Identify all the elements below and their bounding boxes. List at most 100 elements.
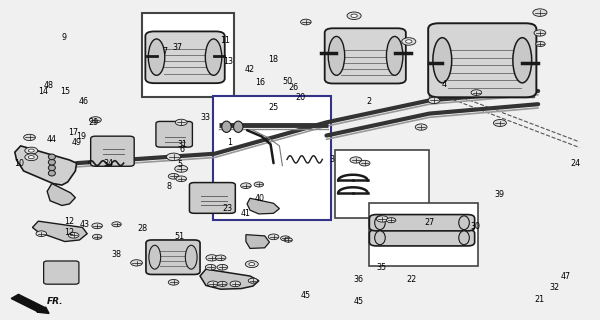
FancyArrow shape bbox=[11, 294, 49, 313]
Ellipse shape bbox=[433, 38, 452, 83]
Text: 39: 39 bbox=[495, 190, 505, 199]
Circle shape bbox=[351, 14, 357, 17]
Circle shape bbox=[248, 278, 257, 283]
Circle shape bbox=[230, 281, 241, 287]
Circle shape bbox=[28, 149, 34, 152]
Ellipse shape bbox=[513, 38, 532, 83]
Polygon shape bbox=[246, 235, 269, 248]
Text: 44: 44 bbox=[46, 135, 56, 144]
Circle shape bbox=[534, 30, 546, 36]
Circle shape bbox=[89, 117, 101, 123]
FancyBboxPatch shape bbox=[190, 183, 235, 213]
FancyBboxPatch shape bbox=[44, 261, 79, 284]
Ellipse shape bbox=[149, 245, 161, 269]
Text: 28: 28 bbox=[137, 225, 148, 234]
Circle shape bbox=[206, 255, 218, 261]
Text: 45: 45 bbox=[354, 297, 364, 306]
Text: 29: 29 bbox=[88, 118, 98, 127]
Circle shape bbox=[23, 134, 35, 140]
Bar bbox=[213, 96, 331, 220]
Circle shape bbox=[406, 40, 412, 43]
Text: 20: 20 bbox=[296, 93, 305, 102]
Circle shape bbox=[28, 156, 34, 159]
Text: 24: 24 bbox=[570, 159, 580, 168]
Text: 8: 8 bbox=[167, 182, 172, 191]
Text: 37: 37 bbox=[173, 43, 183, 52]
Text: 3: 3 bbox=[330, 156, 335, 164]
Circle shape bbox=[131, 260, 142, 266]
Circle shape bbox=[359, 160, 370, 166]
Text: 7: 7 bbox=[162, 47, 167, 56]
Circle shape bbox=[175, 165, 188, 172]
Text: 38: 38 bbox=[112, 250, 122, 259]
Circle shape bbox=[92, 223, 103, 229]
Polygon shape bbox=[15, 146, 77, 185]
Circle shape bbox=[168, 279, 179, 285]
FancyBboxPatch shape bbox=[325, 28, 406, 84]
Circle shape bbox=[167, 153, 181, 161]
Ellipse shape bbox=[459, 231, 469, 245]
Circle shape bbox=[254, 182, 263, 187]
Text: 11: 11 bbox=[220, 36, 230, 45]
Ellipse shape bbox=[49, 165, 55, 171]
Polygon shape bbox=[200, 269, 259, 289]
Ellipse shape bbox=[374, 216, 385, 230]
Text: 30: 30 bbox=[470, 222, 480, 231]
Text: 2: 2 bbox=[367, 98, 372, 107]
Circle shape bbox=[376, 216, 388, 222]
Text: 10: 10 bbox=[14, 159, 24, 168]
Circle shape bbox=[493, 120, 506, 126]
Circle shape bbox=[208, 281, 218, 287]
Circle shape bbox=[36, 231, 47, 236]
FancyBboxPatch shape bbox=[370, 215, 475, 231]
Text: 21: 21 bbox=[535, 295, 545, 304]
Text: 14: 14 bbox=[38, 87, 48, 96]
Text: 12: 12 bbox=[64, 217, 74, 226]
Circle shape bbox=[68, 232, 79, 238]
Circle shape bbox=[25, 154, 38, 161]
FancyBboxPatch shape bbox=[145, 31, 225, 83]
Ellipse shape bbox=[49, 154, 55, 160]
Text: 9: 9 bbox=[61, 33, 66, 42]
Circle shape bbox=[245, 261, 258, 268]
Ellipse shape bbox=[49, 170, 55, 176]
Text: 5: 5 bbox=[177, 160, 182, 169]
Circle shape bbox=[415, 124, 427, 130]
Text: 12: 12 bbox=[64, 228, 74, 236]
Text: FR.: FR. bbox=[47, 297, 64, 306]
Text: 22: 22 bbox=[407, 275, 417, 284]
Circle shape bbox=[249, 263, 254, 266]
Circle shape bbox=[533, 9, 547, 16]
Circle shape bbox=[175, 119, 187, 125]
Bar bbox=[370, 203, 478, 266]
Circle shape bbox=[268, 234, 279, 240]
FancyBboxPatch shape bbox=[370, 230, 475, 246]
Circle shape bbox=[428, 97, 440, 104]
Text: 16: 16 bbox=[255, 78, 265, 87]
Text: 41: 41 bbox=[241, 209, 250, 218]
FancyBboxPatch shape bbox=[146, 240, 200, 275]
Circle shape bbox=[471, 90, 482, 95]
Text: 17: 17 bbox=[68, 128, 79, 137]
Text: 42: 42 bbox=[245, 65, 255, 74]
Text: 32: 32 bbox=[549, 283, 559, 292]
Circle shape bbox=[386, 218, 396, 223]
Ellipse shape bbox=[233, 121, 243, 132]
Circle shape bbox=[284, 238, 292, 242]
Ellipse shape bbox=[148, 39, 165, 75]
Text: 35: 35 bbox=[376, 263, 386, 272]
Text: 1: 1 bbox=[227, 138, 232, 147]
Circle shape bbox=[112, 222, 121, 227]
Polygon shape bbox=[47, 183, 76, 205]
Text: 19: 19 bbox=[76, 132, 86, 141]
Text: 48: 48 bbox=[44, 81, 54, 90]
Text: 6: 6 bbox=[180, 145, 185, 154]
Ellipse shape bbox=[374, 231, 385, 245]
Circle shape bbox=[215, 255, 226, 261]
Text: 15: 15 bbox=[60, 87, 70, 96]
Circle shape bbox=[25, 147, 38, 154]
Bar bbox=[430, 25, 534, 97]
Text: 40: 40 bbox=[255, 194, 265, 203]
FancyBboxPatch shape bbox=[428, 23, 536, 97]
Circle shape bbox=[205, 264, 216, 270]
